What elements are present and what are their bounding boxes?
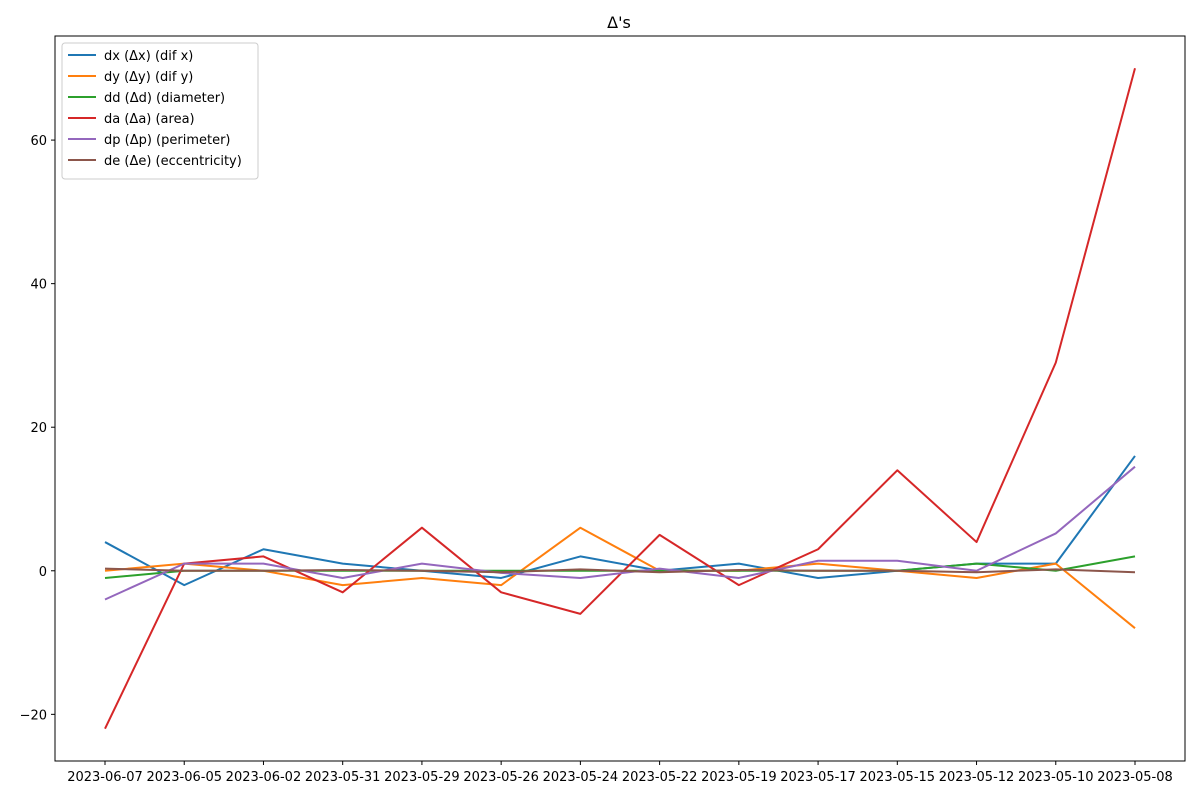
legend-label-2: dd (Δd) (diameter): [104, 91, 225, 106]
plot-area: [104, 68, 1136, 730]
y-tick-label: −20: [20, 708, 47, 723]
series-line-4: [104, 465, 1136, 601]
x-tick-label: 2023-05-31: [305, 770, 381, 785]
legend-label-4: dp (Δp) (perimeter): [104, 133, 231, 148]
x-tick-label: 2023-05-15: [860, 770, 936, 785]
legend-label-5: de (Δe) (eccentricity): [104, 154, 242, 169]
x-tick-label: 2023-05-24: [543, 770, 619, 785]
series-line-1: [104, 526, 1136, 629]
x-tick-label: 2023-05-19: [701, 770, 777, 785]
x-tick-label: 2023-05-17: [780, 770, 856, 785]
legend-label-1: dy (Δy) (dif y): [104, 70, 193, 85]
legend: dx (Δx) (dif x) dy (Δy) (dif y) dd (Δd) (d…: [61, 42, 259, 180]
x-tick-label: 2023-05-26: [463, 770, 539, 785]
y-tick-label: 60: [30, 134, 47, 149]
legend-label-3: da (Δa) (area): [104, 112, 195, 127]
y-tick-label: 20: [30, 421, 47, 436]
x-tick-label: 2023-05-12: [939, 770, 1015, 785]
series-line-5: [104, 567, 1136, 574]
x-tick-label: 2023-05-22: [622, 770, 698, 785]
x-tick-label: 2023-06-05: [146, 770, 222, 785]
legend-label-0: dx (Δx) (dif x): [104, 49, 193, 64]
axes: 2023-06-07 2023-06-05 2023-06-02 2023-05-31…: [20, 35, 1186, 785]
x-tick-label: 2023-05-08: [1097, 770, 1173, 785]
axes-frame: [54, 35, 1186, 762]
y-tick-label: 40: [30, 278, 47, 293]
series-line-3: [104, 68, 1136, 730]
legend-box: [61, 42, 259, 180]
x-tick-label: 2023-06-02: [226, 770, 302, 785]
y-tick-label: 0: [39, 565, 47, 580]
x-tick-label: 2023-06-07: [67, 770, 143, 785]
x-tick-label: 2023-05-10: [1018, 770, 1094, 785]
x-tick-label: 2023-05-29: [384, 770, 460, 785]
chart-title: Δ's: [607, 13, 631, 32]
